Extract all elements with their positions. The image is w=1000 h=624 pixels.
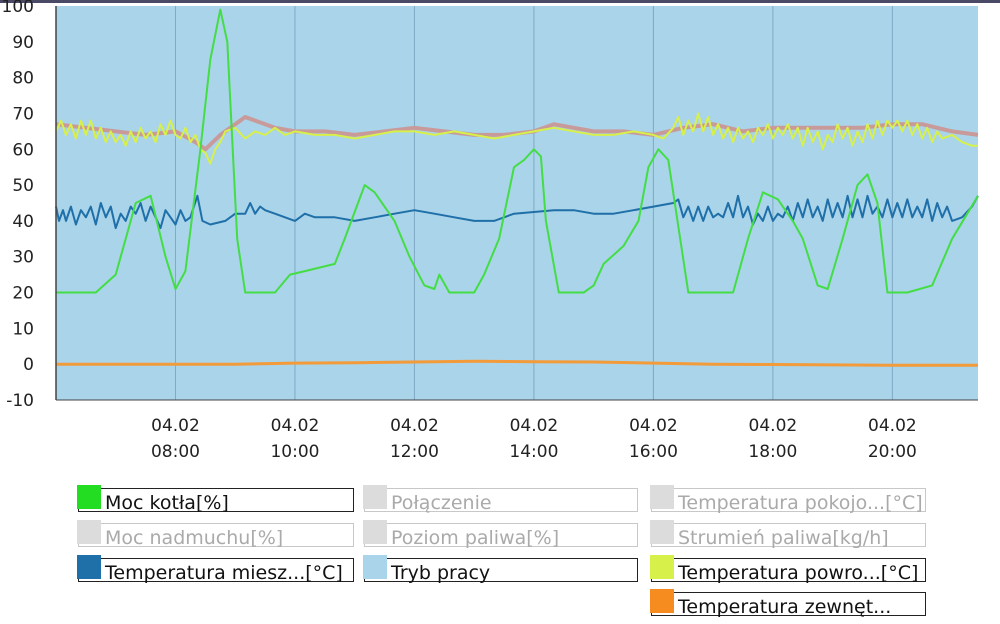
legend-swatch bbox=[363, 555, 387, 579]
y-tick-label: 20 bbox=[12, 284, 34, 304]
y-tick-label: 40 bbox=[12, 212, 34, 232]
legend-item-moc-nadmuchu[interactable]: Moc nadmuchu[%] bbox=[77, 520, 354, 549]
y-tick-label: 10 bbox=[12, 319, 34, 339]
legend-label: Strumień paliwa[kg/h] bbox=[678, 527, 889, 549]
legend-item-tryb-pracy[interactable]: Tryb pracy bbox=[363, 555, 638, 584]
y-tick-label: 0 bbox=[23, 355, 34, 375]
legend-label: Poziom paliwa[%] bbox=[391, 527, 560, 549]
legend-swatch bbox=[77, 555, 101, 579]
series-layer bbox=[55, 8, 979, 367]
x-tick-date: 04.02 bbox=[629, 416, 678, 436]
legend-swatch bbox=[650, 589, 674, 613]
legend-swatch bbox=[77, 485, 101, 509]
legend-label: Temperatura pokojo...[°C] bbox=[678, 492, 923, 514]
legend-swatch bbox=[650, 555, 674, 579]
grid-lines bbox=[174, 6, 893, 400]
y-tick-label: -10 bbox=[6, 391, 34, 411]
legend-swatch bbox=[363, 520, 387, 544]
y-tick-label: 50 bbox=[12, 176, 34, 196]
top-border bbox=[0, 0, 1000, 3]
y-tick-label: 90 bbox=[12, 33, 34, 53]
legend-label: Temperatura zewnęt... bbox=[678, 596, 892, 618]
legend-item-poziom-paliwa[interactable]: Poziom paliwa[%] bbox=[363, 520, 638, 549]
y-tick-label: 80 bbox=[12, 69, 34, 89]
x-tick-time: 14:00 bbox=[509, 442, 558, 462]
x-tick-date: 04.02 bbox=[749, 416, 798, 436]
y-tick-label: 100 bbox=[2, 0, 34, 17]
legend-swatch bbox=[650, 485, 674, 509]
legend-item-temperatura-pokojowa[interactable]: Temperatura pokojo...[°C] bbox=[650, 485, 926, 514]
series-line-temperatura-powro-c bbox=[55, 112, 978, 165]
x-tick-time: 12:00 bbox=[390, 442, 439, 462]
series-line-temperatura-miesz-c bbox=[55, 194, 979, 230]
legend-item-temperatura-mieszacza[interactable]: Temperatura miesz...[°C] bbox=[77, 555, 354, 584]
x-tick-time: 08:00 bbox=[151, 442, 200, 462]
x-axis-ticks: 04.02 08:00 04.02 10:00 04.02 12:00 04.02 14:00… bbox=[151, 416, 917, 462]
x-tick-date: 04.02 bbox=[510, 416, 559, 436]
series-line-moc-kot-a bbox=[56, 8, 979, 294]
x-tick-date: 04.02 bbox=[390, 416, 439, 436]
x-tick-time: 18:00 bbox=[748, 442, 797, 462]
y-tick-label: 60 bbox=[12, 140, 34, 160]
x-tick-time: 20:00 bbox=[868, 442, 917, 462]
legend-swatch bbox=[363, 485, 387, 509]
legend-label: Moc nadmuchu[%] bbox=[105, 527, 284, 549]
x-tick-time: 16:00 bbox=[629, 442, 678, 462]
legend-label: Tryb pracy bbox=[391, 562, 491, 584]
legend-item-polaczenie[interactable]: Połączenie bbox=[363, 485, 638, 514]
legend-label: Temperatura powro...[°C] bbox=[678, 562, 919, 584]
legend-item-temperatura-powrotu[interactable]: Temperatura powro...[°C] bbox=[650, 555, 926, 584]
x-tick-date: 04.02 bbox=[151, 416, 200, 436]
x-tick-date: 04.02 bbox=[271, 416, 320, 436]
legend-swatch bbox=[650, 520, 674, 544]
x-tick-date: 04.02 bbox=[868, 416, 917, 436]
legend-item-moc-kotla[interactable]: Moc kotła[%] bbox=[77, 485, 354, 514]
legend-item-strumien-paliwa[interactable]: Strumień paliwa[kg/h] bbox=[650, 520, 926, 549]
x-tick-time: 10:00 bbox=[270, 442, 319, 462]
legend-label: Temperatura miesz...[°C] bbox=[105, 562, 343, 584]
axes bbox=[55, 6, 978, 401]
legend-swatch bbox=[77, 520, 101, 544]
y-tick-label: 30 bbox=[12, 248, 34, 268]
legend-label: Połączenie bbox=[391, 492, 492, 514]
legend-label: Moc kotła[%] bbox=[105, 492, 229, 514]
legend-item-temperatura-zewnetrzna[interactable]: Temperatura zewnęt... bbox=[650, 589, 926, 618]
series-line-temperatura-zewn-t bbox=[56, 359, 978, 367]
y-tick-label: 70 bbox=[12, 104, 34, 124]
